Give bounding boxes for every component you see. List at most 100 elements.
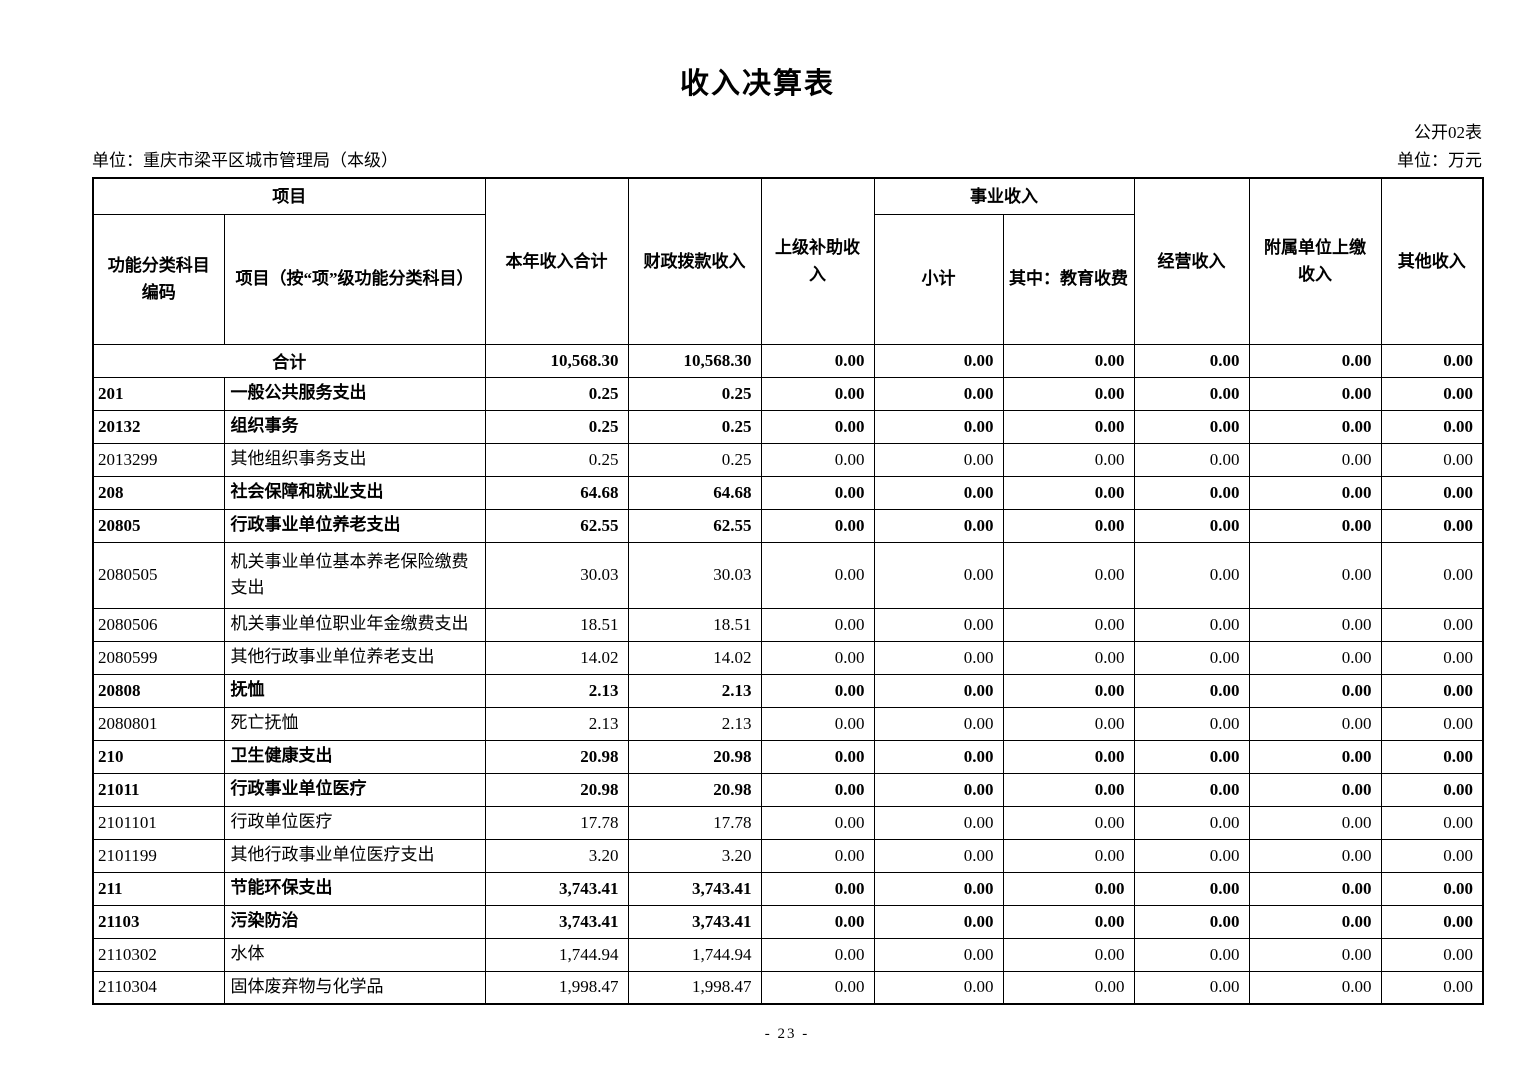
- row-amount-cell: 0.00: [1248, 970, 1382, 1005]
- row-amount-cell: 0.00: [1380, 541, 1484, 609]
- row-amount-cell: 17.78: [627, 805, 762, 840]
- row-amount-cell: 0.00: [873, 904, 1004, 939]
- row-amount-cell: 0.00: [760, 508, 875, 543]
- row-amount-cell: 0.25: [627, 409, 762, 444]
- row-amount-cell: 0.25: [484, 376, 629, 411]
- row-amount-cell: 0.00: [1002, 442, 1135, 477]
- table-row: 210 卫生健康支出 20.98 20.98 0.00 0.00 0.00 0.00 0.00 0…: [92, 739, 1484, 774]
- row-amount-cell: 0.00: [1002, 772, 1135, 807]
- table-row: 20808 抚恤 2.13 2.13 0.00 0.00 0.00 0.00 0.00 0.00: [92, 673, 1484, 708]
- row-function-code: 2080801: [92, 706, 225, 741]
- row-function-code: 21103: [92, 904, 225, 939]
- row-amount-cell: 0.00: [1380, 871, 1484, 906]
- meta-row: 单位：重庆市梁平区城市管理局（本级） 单位：万元: [92, 146, 1482, 171]
- row-amount-cell: 0.00: [760, 706, 875, 741]
- row-amount-cell: 0.00: [760, 937, 875, 972]
- row-project-name: 行政单位医疗: [223, 805, 486, 840]
- row-amount-cell: 0.00: [1248, 871, 1382, 906]
- row-amount-cell: 0.25: [484, 442, 629, 477]
- row-amount-cell: 0.00: [873, 409, 1004, 444]
- row-function-code: 2080599: [92, 640, 225, 675]
- row-function-code: 20808: [92, 673, 225, 708]
- row-amount-cell: 0.00: [1248, 343, 1382, 378]
- row-amount-cell: 1,744.94: [627, 937, 762, 972]
- row-project-name: 其他行政事业单位养老支出: [223, 640, 486, 675]
- header-education-fees: 其中：教育收费: [1002, 213, 1135, 345]
- row-amount-cell: 0.00: [760, 607, 875, 642]
- row-amount-cell: 0.00: [760, 442, 875, 477]
- row-amount-cell: 0.00: [1380, 937, 1484, 972]
- row-amount-cell: 0.00: [873, 970, 1004, 1005]
- row-amount-cell: 0.00: [1248, 838, 1382, 873]
- row-amount-cell: 1,744.94: [484, 937, 629, 972]
- row-amount-cell: 0.00: [1133, 772, 1250, 807]
- row-amount-cell: 0.00: [1380, 607, 1484, 642]
- table-row: 2013299 其他组织事务支出 0.25 0.25 0.00 0.00 0.00 0.00 0…: [92, 442, 1484, 477]
- row-amount-cell: 0.00: [1248, 442, 1382, 477]
- row-amount-cell: 0.00: [873, 508, 1004, 543]
- row-function-code: 20132: [92, 409, 225, 444]
- row-amount-cell: 0.00: [1248, 607, 1382, 642]
- row-amount-cell: 18.51: [627, 607, 762, 642]
- row-amount-cell: 0.00: [1248, 937, 1382, 972]
- row-amount-cell: 10,568.30: [484, 343, 629, 378]
- row-amount-cell: 0.00: [1248, 475, 1382, 510]
- row-function-code: 21011: [92, 772, 225, 807]
- row-amount-cell: 0.00: [1133, 805, 1250, 840]
- row-amount-cell: 0.00: [1380, 838, 1484, 873]
- row-amount-cell: 0.00: [1133, 541, 1250, 609]
- row-amount-cell: 0.00: [873, 838, 1004, 873]
- row-amount-cell: 0.00: [1002, 640, 1135, 675]
- row-amount-cell: 0.00: [760, 739, 875, 774]
- row-amount-cell: 0.00: [1380, 475, 1484, 510]
- table-row: 2101199 其他行政事业单位医疗支出 3.20 3.20 0.00 0.00 0.00 0…: [92, 838, 1484, 873]
- row-project-name: 水体: [223, 937, 486, 972]
- row-amount-cell: 1,998.47: [484, 970, 629, 1005]
- row-amount-cell: 0.00: [1248, 376, 1382, 411]
- row-amount-cell: 30.03: [484, 541, 629, 609]
- row-amount-cell: 0.00: [760, 376, 875, 411]
- table-row: 2101101 行政单位医疗 17.78 17.78 0.00 0.00 0.00 0.00 0…: [92, 805, 1484, 840]
- row-amount-cell: 20.98: [627, 772, 762, 807]
- row-amount-cell: 0.00: [1133, 937, 1250, 972]
- row-amount-cell: 0.00: [1002, 904, 1135, 939]
- row-amount-cell: 0.00: [760, 838, 875, 873]
- row-amount-cell: 0.00: [1248, 904, 1382, 939]
- row-amount-cell: 0.00: [1380, 970, 1484, 1005]
- row-amount-cell: 0.00: [1002, 871, 1135, 906]
- row-amount-cell: 0.00: [760, 541, 875, 609]
- row-amount-cell: 0.00: [1248, 409, 1382, 444]
- row-amount-cell: 0.00: [1002, 706, 1135, 741]
- row-amount-cell: 0.00: [1002, 805, 1135, 840]
- row-amount-cell: 0.00: [760, 475, 875, 510]
- row-amount-cell: 0.25: [627, 376, 762, 411]
- row-amount-cell: 20.98: [484, 739, 629, 774]
- row-amount-cell: 0.00: [873, 772, 1004, 807]
- row-amount-cell: 0.00: [1380, 409, 1484, 444]
- table-row: 2110302 水体 1,744.94 1,744.94 0.00 0.00 0.00 0.0…: [92, 937, 1484, 972]
- row-amount-cell: 0.00: [760, 409, 875, 444]
- row-amount-cell: 0.00: [1133, 343, 1250, 378]
- row-amount-cell: 0.00: [1133, 673, 1250, 708]
- table-row: 20805 行政事业单位养老支出 62.55 62.55 0.00 0.00 0.00 0.0…: [92, 508, 1484, 543]
- row-amount-cell: 3,743.41: [627, 871, 762, 906]
- row-amount-cell: 3,743.41: [484, 904, 629, 939]
- revenue-accounts-table: 项目 本年收入合计 财政拨款收入 上级补助收入 事业收入 经营收入 附属单位上缴…: [92, 177, 1484, 1005]
- row-project-name: 机关事业单位基本养老保险缴费支出: [223, 541, 486, 609]
- row-amount-cell: 3,743.41: [627, 904, 762, 939]
- row-amount-cell: 14.02: [627, 640, 762, 675]
- row-amount-cell: 0.00: [760, 640, 875, 675]
- row-amount-cell: 30.03: [627, 541, 762, 609]
- row-amount-cell: 64.68: [484, 475, 629, 510]
- row-amount-cell: 0.00: [1248, 772, 1382, 807]
- header-fiscal-appropriation: 财政拨款收入: [627, 177, 762, 345]
- row-amount-cell: 0.00: [1380, 673, 1484, 708]
- row-amount-cell: 0.00: [1380, 706, 1484, 741]
- row-amount-cell: 0.00: [1002, 508, 1135, 543]
- row-project-name: 组织事务: [223, 409, 486, 444]
- row-amount-cell: 0.00: [1248, 805, 1382, 840]
- table-row: 2080599 其他行政事业单位养老支出 14.02 14.02 0.00 0.00 0.0…: [92, 640, 1484, 675]
- row-amount-cell: 18.51: [484, 607, 629, 642]
- row-project-name: 行政事业单位医疗: [223, 772, 486, 807]
